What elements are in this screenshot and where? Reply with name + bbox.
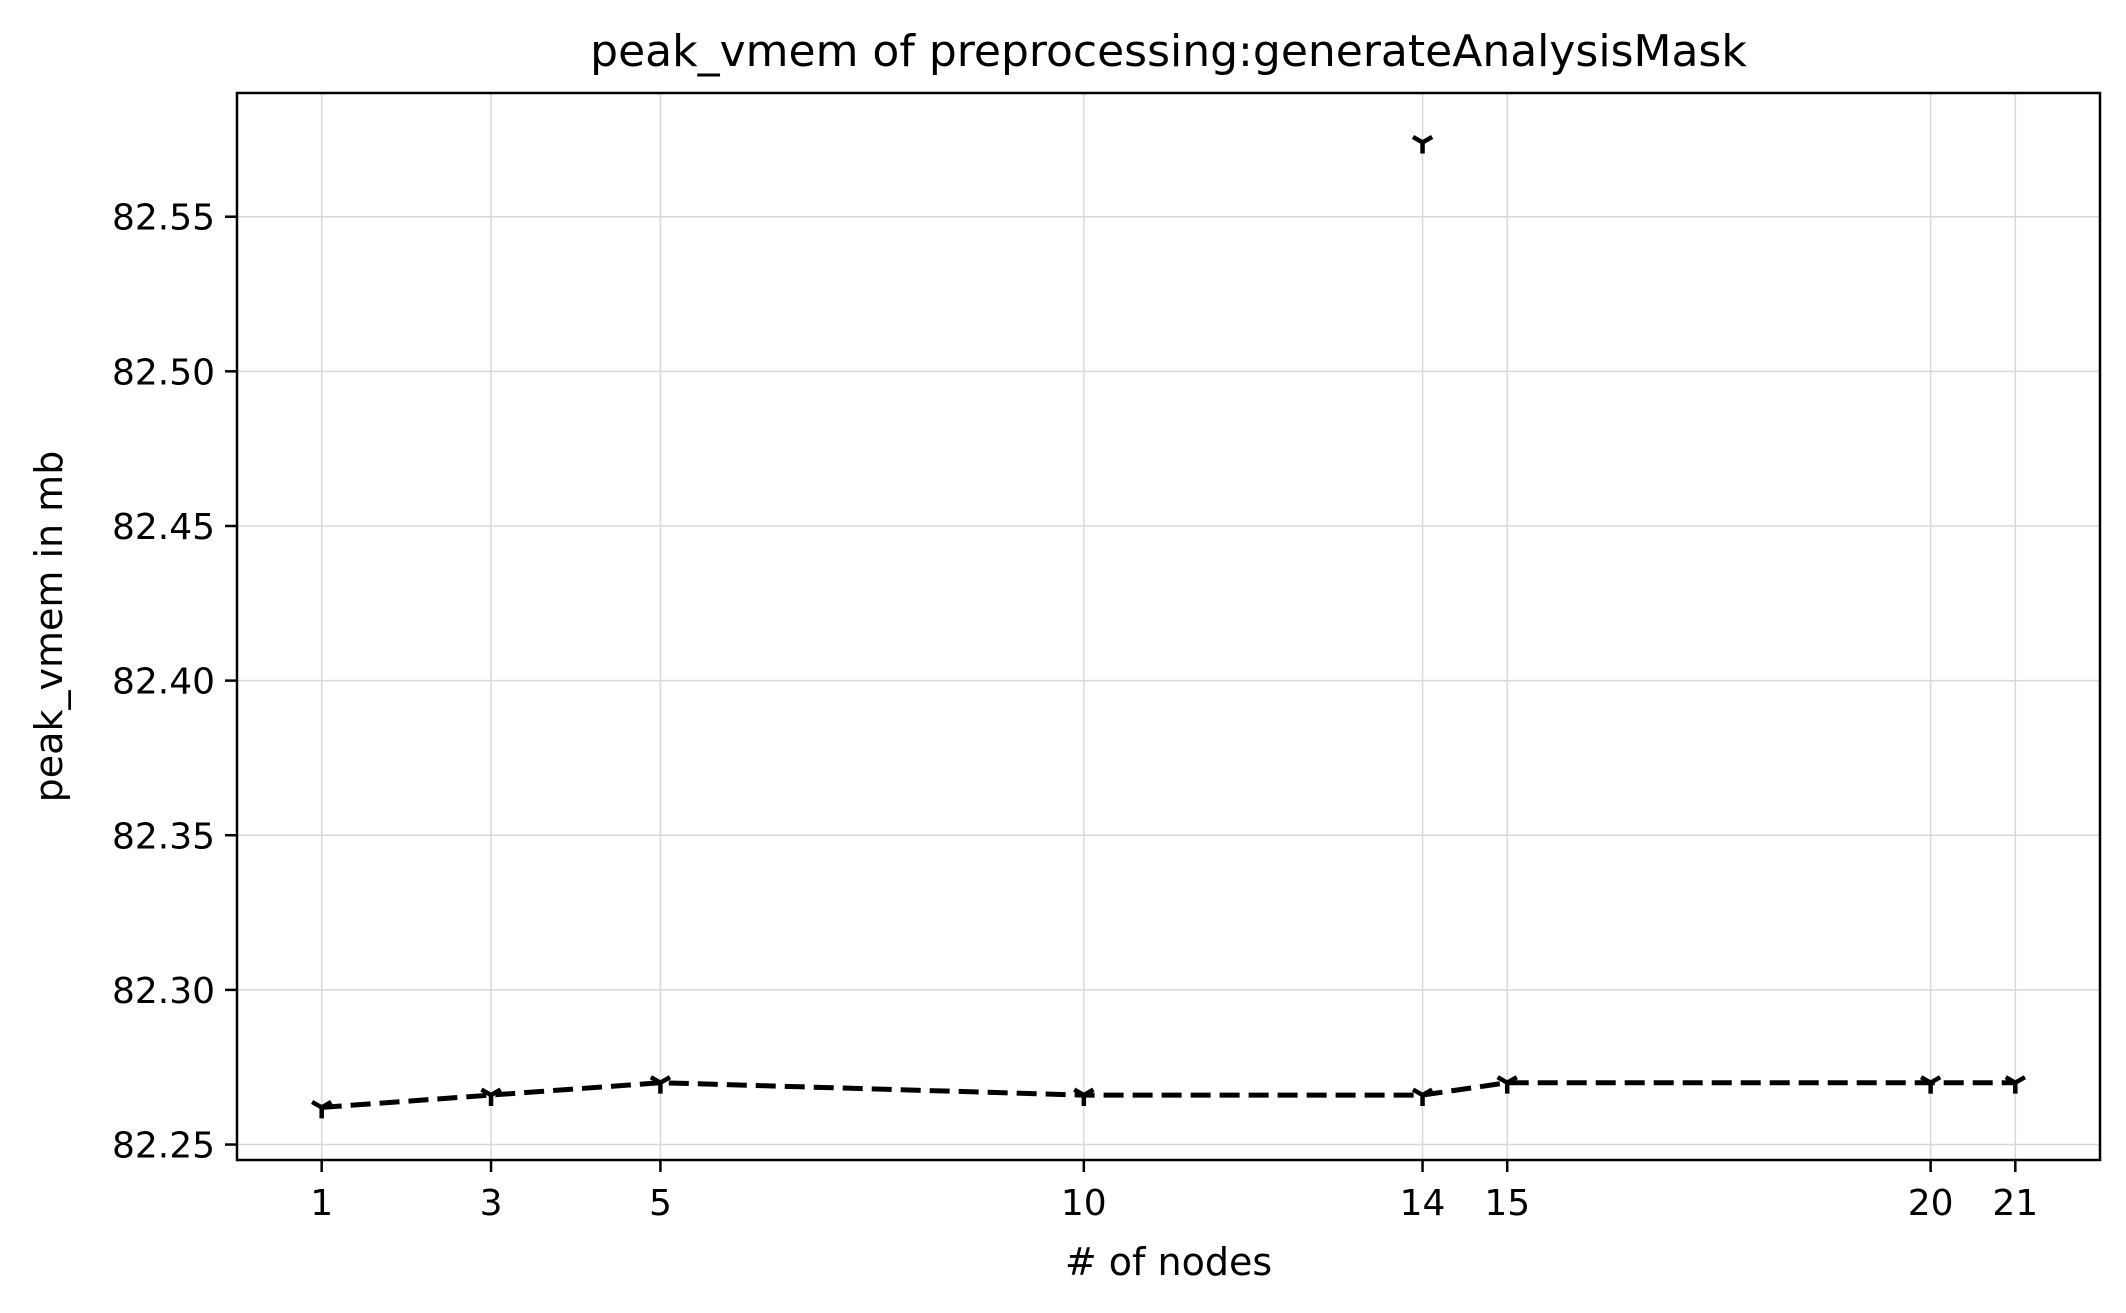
- x-tick-label: 1: [310, 1183, 333, 1224]
- data-point-marker: [480, 1087, 502, 1107]
- y-tick-label: 82.45: [112, 507, 215, 548]
- x-tick-label: 5: [649, 1183, 672, 1224]
- plot-frame: [235, 91, 2102, 1162]
- y-tick-label: 82.55: [112, 198, 215, 239]
- y-tick-label: 82.35: [112, 816, 215, 857]
- x-tick-label: 15: [1484, 1183, 1530, 1224]
- y-axis-label: peak_vmem in mb: [27, 451, 71, 803]
- x-tick-label: 10: [1061, 1183, 1107, 1224]
- series-line: [321, 1080, 2016, 1110]
- axis-ticks: 1 3 5 10 14 15 20 21 82.25 82.30 82.35 82.40 82.45 82…: [112, 198, 2038, 1224]
- y-tick-label: 82.25: [112, 1126, 215, 1167]
- data-point-marker: [649, 1075, 672, 1094]
- x-tick-label: 14: [1400, 1183, 1446, 1224]
- chart-title: peak_vmem of preprocessing:generateAnaly…: [590, 26, 1747, 77]
- y-tick-label: 82.30: [112, 971, 215, 1012]
- data-point-marker: [1496, 1075, 1518, 1094]
- x-axis-label: # of nodes: [1065, 1240, 1272, 1284]
- x-tick-label: 21: [1992, 1183, 2038, 1224]
- x-tick-label: 20: [1908, 1183, 1954, 1224]
- grid-lines: [237, 93, 2100, 1160]
- y-tick-label: 82.40: [112, 662, 215, 703]
- x-tick-label: 3: [480, 1183, 503, 1224]
- data-point-marker: [1411, 1087, 1434, 1107]
- data-point-marker: [1073, 1087, 1095, 1107]
- data-point-marker: [2004, 1075, 2027, 1094]
- data-point-marker: [1919, 1075, 1942, 1094]
- data-point-marker: [1411, 135, 1434, 154]
- y-tick-label: 82.50: [112, 352, 215, 393]
- series-layer: [310, 135, 2027, 1119]
- data-point-marker: [310, 1099, 333, 1119]
